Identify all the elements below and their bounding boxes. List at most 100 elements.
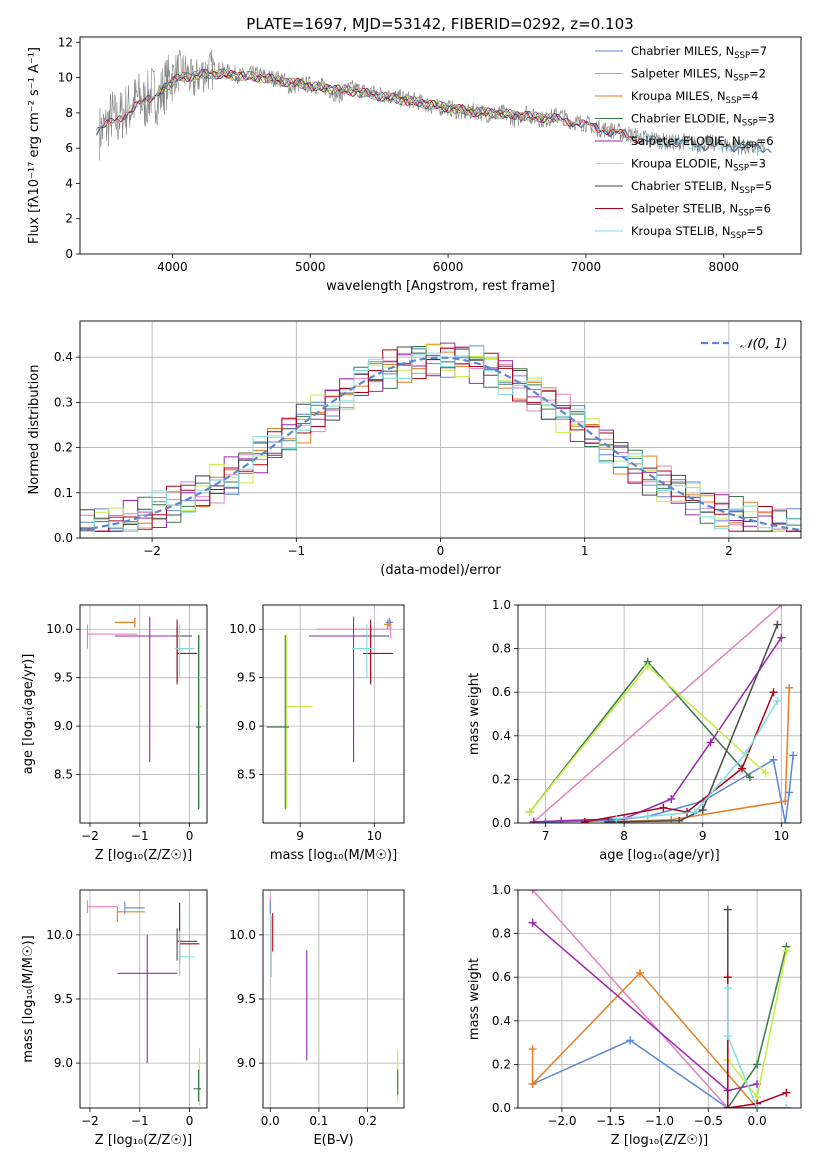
- y-axis-label: age [log₁₀(age/yr)]: [21, 654, 36, 775]
- y-tick-label: 0.4: [492, 729, 511, 743]
- legend-subscript: SSP: [726, 96, 742, 106]
- x-tick-label: 9: [699, 829, 707, 843]
- legend-label: Salpeter MILES, N: [631, 67, 733, 81]
- x-tick-label: −1.0: [645, 1114, 674, 1128]
- legend-entry: Kroupa ELODIE, NSSP=3: [631, 157, 766, 174]
- legend-count: =7: [750, 44, 767, 58]
- panel-age_vs_mass: 9 10 8.5 9.0 9.5 10.0 mass [log₁₀(M/M☉)]: [229, 604, 405, 863]
- x-tick-label: 0: [437, 544, 445, 558]
- legend-count: =6: [754, 202, 771, 216]
- y-tick-label: 0.8: [492, 927, 511, 941]
- legend-entry: Kroupa MILES, NSSP=4: [631, 89, 758, 106]
- axes-frame: [517, 889, 802, 1109]
- plot-area: [518, 890, 801, 1108]
- y-tick-label: 0.0: [492, 1101, 511, 1115]
- plot-area: [80, 890, 207, 1108]
- weight-series: [529, 660, 751, 813]
- weight-series: [532, 922, 758, 1092]
- x-axis-label: wavelength [Angstrom, rest frame]: [326, 279, 555, 294]
- y-tick-label: 0.4: [492, 1014, 511, 1028]
- legend-count: =5: [746, 224, 763, 238]
- y-tick-label: 0.2: [54, 441, 73, 455]
- y-axis-label: mass [log₁₀(M/M☉)]: [21, 935, 36, 1062]
- weight-series: [545, 755, 794, 823]
- plot-area: [80, 321, 801, 538]
- plot-area: [96, 49, 772, 161]
- chart-panels: 4000 5000 6000 7000 8000024681012wavelength …: [21, 35, 802, 1148]
- legend-label: Salpeter ELODIE, N: [631, 134, 741, 148]
- x-tick-label: 0.0: [261, 1114, 280, 1128]
- x-tick-label: 10: [367, 829, 382, 843]
- legend-label: Kroupa STELIB, N: [631, 224, 731, 238]
- x-tick-label: 10: [774, 829, 789, 843]
- x-tick-label: −2: [81, 1114, 99, 1128]
- y-tick-label: 12: [58, 35, 73, 49]
- axes-frame: [79, 36, 802, 255]
- y-tick-label: 0.0: [492, 816, 511, 830]
- x-tick-label: 0.2: [358, 1114, 377, 1128]
- y-tick-label: 4: [65, 176, 73, 190]
- axes-frame: [262, 604, 405, 824]
- panel-weight_vs_Z: −2.0 −1.5 −1.0 −0.5 0.0 0.0 0.2 0.4 0.6 0.8 1.0 Z […: [467, 883, 802, 1148]
- y-tick-label: 6: [65, 141, 73, 155]
- y-tick-label: 0: [65, 247, 73, 261]
- legend-count: =5: [755, 179, 772, 193]
- y-tick-label: 9.5: [54, 992, 73, 1006]
- weight-series: [531, 971, 758, 1108]
- legend-label: Kroupa ELODIE, N: [631, 157, 733, 171]
- x-tick-label: 0: [186, 829, 194, 843]
- panel-mass_vs_Z: −2 −1 0 9.0 9.5 10.0 Z [log₁₀(Z/Z☉)] mass [log₁…: [21, 889, 208, 1148]
- legend-entry: Salpeter ELODIE, NSSP=6: [631, 134, 774, 151]
- x-tick-label: −1.5: [596, 1114, 625, 1128]
- weight-series: [727, 977, 787, 1108]
- y-tick-label: 9.5: [237, 992, 256, 1006]
- legend-entry: Kroupa STELIB, NSSP=5: [631, 224, 763, 241]
- x-tick-label: 7000: [571, 260, 602, 274]
- y-tick-label: 9.5: [237, 671, 256, 685]
- y-tick-label: 2: [65, 212, 73, 226]
- legend-subscript: SSP: [742, 119, 758, 129]
- y-tick-label: 0.6: [492, 685, 511, 699]
- y-tick-label: 0.0: [54, 531, 73, 545]
- legend-label: Salpeter STELIB, N: [631, 202, 738, 216]
- legend-subscript: SSP: [731, 231, 747, 241]
- gaussian-curve: [80, 356, 801, 532]
- y-tick-label: 0.2: [492, 772, 511, 786]
- x-tick-label: 2: [725, 544, 733, 558]
- legend-label: Kroupa MILES, N: [631, 89, 726, 103]
- legend-entry: Salpeter MILES, NSSP=2: [631, 67, 766, 84]
- legend-count: =2: [749, 67, 766, 81]
- panel-age_vs_Z: −2 −1 0 8.5 9.0 9.5 10.0 Z [log₁₀(Z/Z☉)] age [lo…: [21, 604, 208, 863]
- legend-count: =3: [749, 157, 766, 171]
- axes-frame: [79, 604, 208, 824]
- x-axis-label: age [log₁₀(age/yr)]: [599, 848, 720, 863]
- legend-label: Chabrier ELODIE, N: [631, 112, 742, 126]
- model-spectrum: [96, 68, 772, 153]
- y-tick-label: 0.8: [492, 642, 511, 656]
- legend-subscript: SSP: [739, 186, 755, 196]
- plot-area: [263, 605, 404, 823]
- histogram-series: [80, 344, 801, 538]
- legend-subscript: SSP: [733, 74, 749, 84]
- x-tick-label: 5000: [295, 260, 326, 274]
- y-tick-label: 8.5: [54, 768, 73, 782]
- x-axis-label: mass [log₁₀(M/M☉)]: [270, 848, 397, 863]
- y-tick-label: 9.0: [237, 719, 256, 733]
- weight-series: [616, 700, 779, 820]
- legend-subscript: SSP: [733, 164, 749, 174]
- model-spectrum: [96, 68, 641, 144]
- y-tick-label: 8: [65, 106, 73, 120]
- axes-frame: [517, 604, 802, 824]
- x-axis-label: Z [log₁₀(Z/Z☉)]: [611, 1133, 708, 1148]
- plot-area: [80, 605, 207, 823]
- weight-series: [532, 890, 729, 1108]
- x-tick-label: 7: [542, 829, 550, 843]
- x-axis-label: Z [log₁₀(Z/Z☉)]: [95, 848, 192, 863]
- y-tick-label: 10.0: [46, 622, 73, 636]
- y-tick-label: 9.0: [54, 719, 73, 733]
- y-tick-label: 1.0: [492, 598, 511, 612]
- x-axis-label: Z [log₁₀(Z/Z☉)]: [95, 1133, 192, 1148]
- x-tick-label: 9: [296, 829, 304, 843]
- x-axis-label: (data-model)/error: [380, 563, 501, 578]
- legend-subscript: SSP: [734, 51, 750, 61]
